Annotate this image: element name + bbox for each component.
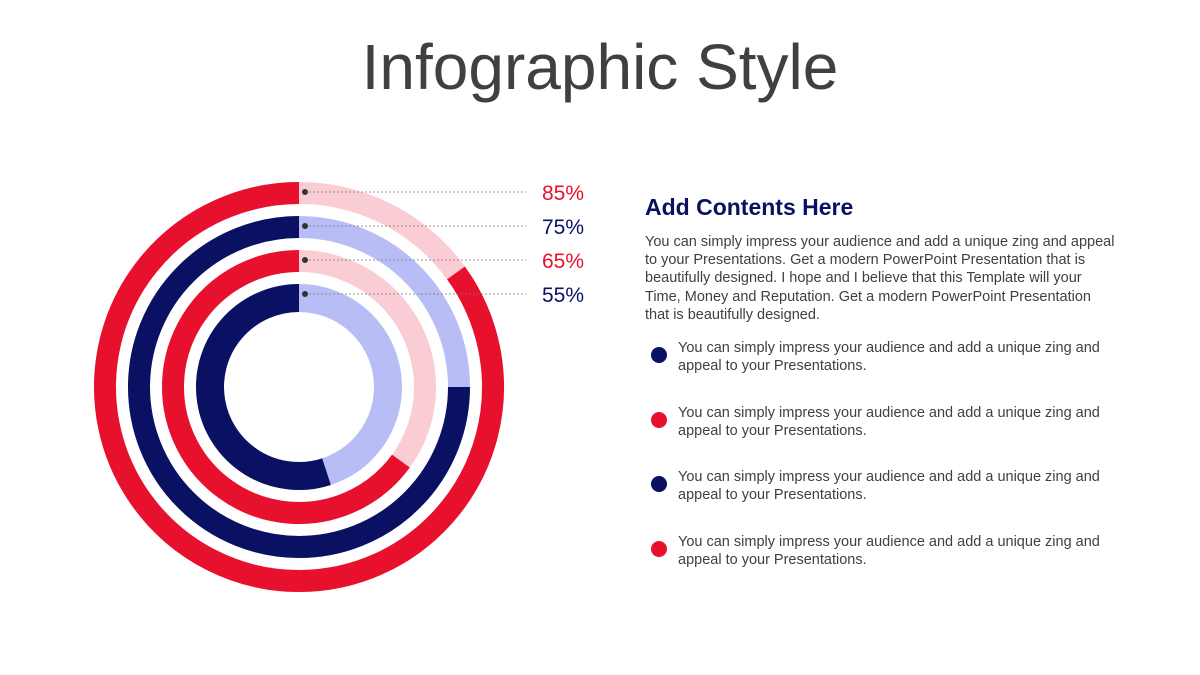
content-paragraph: You can simply impress your audience and… xyxy=(645,234,1115,323)
ring-arc xyxy=(94,182,504,592)
bullet-text: You can simply impress your audience and… xyxy=(678,469,1100,504)
bullet-item: You can simply impress your audience and… xyxy=(650,404,1130,444)
leader-dot xyxy=(302,291,308,297)
bullet-text: You can simply impress your audience and… xyxy=(678,533,1100,568)
leader-dot xyxy=(302,189,308,195)
ring-chart: 85% 75% 65% 55% xyxy=(94,182,584,592)
value-label: 75% xyxy=(542,216,584,239)
ring-arc xyxy=(128,216,470,558)
leader-dot xyxy=(302,223,308,229)
content-heading: Add Contents Here xyxy=(645,194,854,220)
bullet-text: You can simply impress your audience and… xyxy=(678,404,1100,439)
value-label: 85% xyxy=(542,182,584,205)
bullet-item: You can simply impress your audience and… xyxy=(650,339,1130,379)
bullet-item: You can simply impress your audience and… xyxy=(650,468,1130,508)
bullet-item: You can simply impress your audience and… xyxy=(650,533,1130,573)
ring-arc xyxy=(196,284,331,490)
bullet-dot xyxy=(651,411,667,428)
bullet-dot xyxy=(651,476,667,492)
value-label: 55% xyxy=(542,284,584,307)
ring-arc xyxy=(162,250,410,524)
bullet-text: You can simply impress your audience and… xyxy=(678,340,1100,375)
slide-title: Infographic Style xyxy=(361,31,839,103)
leader-dot xyxy=(302,257,308,263)
bullet-dot xyxy=(651,540,667,557)
bullet-dot xyxy=(651,347,667,363)
value-label: 65% xyxy=(542,250,584,273)
